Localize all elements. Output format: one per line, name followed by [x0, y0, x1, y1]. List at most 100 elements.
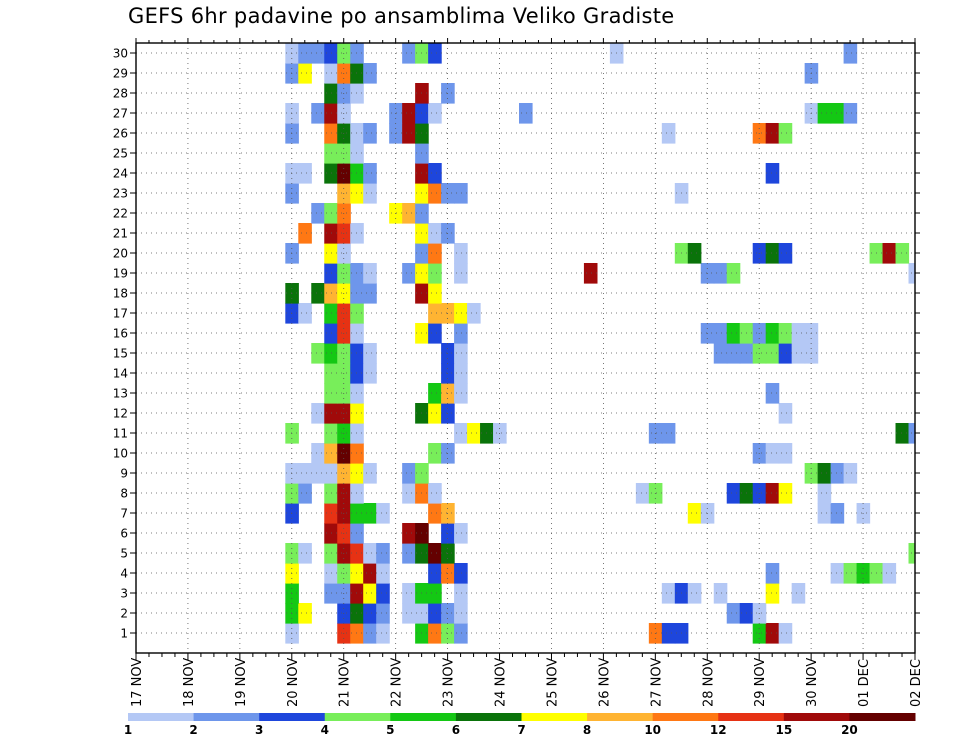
y-tick-label-9: 9	[120, 467, 128, 481]
precip-cell-member-8-step-50	[778, 483, 793, 504]
precip-cell-member-9-step-17	[350, 463, 364, 484]
precip-cell-member-9-step-55	[843, 463, 858, 484]
colorbar-swatch-6	[455, 713, 522, 721]
colorbar-label-10: 10	[644, 723, 661, 737]
precip-cell-member-23-step-18	[363, 183, 377, 204]
y-tick-label-18: 18	[113, 287, 128, 301]
precip-cell-member-4-step-54	[830, 563, 845, 584]
precip-cell-member-27-step-21	[402, 103, 416, 124]
y-tick-label-15: 15	[113, 347, 128, 361]
precip-cell-member-27-step-54	[830, 103, 845, 124]
colorbar-label-5: 5	[386, 723, 394, 737]
precip-cell-member-5-step-13	[298, 543, 312, 564]
precip-cell-member-16-step-51	[791, 323, 806, 344]
precip-cell-member-19-step-18	[363, 263, 377, 284]
precip-cell-member-8-step-53	[817, 483, 832, 504]
precip-cell-member-15-step-49	[765, 343, 780, 364]
y-tick-label-24: 24	[113, 167, 128, 181]
precip-cell-member-3-step-19	[376, 583, 390, 604]
precip-cell-member-20-step-25	[454, 243, 468, 264]
y-tick-label-2: 2	[120, 607, 128, 621]
precip-cell-member-12-step-17	[350, 403, 364, 424]
colorbar-label-4: 4	[321, 723, 329, 737]
precip-cell-member-6-step-25	[454, 523, 468, 544]
precip-cell-member-13-step-49	[765, 383, 780, 404]
x-tick-label-02-dec: 02 DEC	[909, 659, 924, 707]
y-tick-label-16: 16	[113, 327, 128, 341]
precip-cell-member-5-step-19	[376, 543, 390, 564]
colorbar-swatch-9	[652, 713, 719, 721]
precip-cell-member-10-step-23	[428, 443, 442, 464]
precip-cell-member-20-step-23	[428, 243, 442, 264]
y-tick-label-6: 6	[120, 527, 128, 541]
precip-cell-member-15-step-45	[713, 343, 728, 364]
colorbar-label-8: 8	[583, 723, 591, 737]
precip-cell-member-7-step-17	[350, 503, 364, 524]
precip-cell-member-8-step-17	[350, 483, 364, 504]
precip-cell-member-8-step-23	[428, 483, 442, 504]
precip-cell-member-23-step-17	[350, 183, 364, 204]
precip-cell-member-16-step-25	[454, 323, 468, 344]
precip-cell-member-19-step-17	[350, 263, 364, 284]
x-tick-label-28-nov: 28 NOV	[701, 658, 716, 707]
y-tick-label-8: 8	[120, 487, 128, 501]
precip-cell-member-1-step-19	[376, 623, 390, 644]
precip-cell-member-7-step-18	[363, 503, 377, 524]
colorbar-label-20: 20	[841, 723, 858, 737]
precip-cell-member-8-step-21	[402, 483, 416, 504]
precip-cell-member-22-step-21	[402, 203, 416, 224]
precip-cell-member-3-step-18	[363, 583, 377, 604]
precip-cell-member-3-step-41	[661, 583, 676, 604]
x-tick-label-30-nov: 30 NOV	[805, 658, 820, 707]
precip-cell-member-8-step-13	[298, 483, 312, 504]
precip-cell-member-16-step-23	[428, 323, 442, 344]
x-tick-label-25-nov: 25 NOV	[545, 658, 560, 707]
precip-cell-member-16-step-45	[713, 323, 728, 344]
precip-cell-member-18-step-17	[350, 283, 364, 304]
x-tick-label-17-nov: 17 NOV	[130, 658, 145, 707]
precip-cell-member-14-step-17	[350, 363, 364, 384]
precip-cell-member-2-step-25	[454, 603, 468, 624]
precip-cell-member-26-step-41	[661, 123, 676, 144]
precip-cell-member-19-step-45	[713, 263, 728, 284]
precip-cell-member-19-step-46	[726, 263, 741, 284]
precip-cell-member-24-step-49	[765, 163, 780, 184]
precip-cell-member-19-step-25	[454, 263, 468, 284]
precip-cell-member-2-step-18	[363, 603, 377, 624]
colorbar-swatch-3	[259, 713, 326, 721]
precip-cell-member-30-step-21	[402, 43, 416, 64]
precip-cell-member-12-step-14	[311, 403, 325, 424]
colorbar-swatch-10	[718, 713, 785, 721]
precip-cell-member-16-step-50	[778, 323, 793, 344]
precip-cell-member-3-step-17	[350, 583, 364, 604]
colorbar-label-6: 6	[452, 723, 460, 737]
x-tick-label-19-nov: 19 NOV	[234, 658, 249, 707]
precip-cell-member-18-step-14	[311, 283, 325, 304]
colorbar-swatch-11	[783, 713, 850, 721]
precip-cell-member-21-step-13	[298, 223, 312, 244]
precip-cell-member-9-step-13	[298, 463, 312, 484]
precip-cell-member-24-step-13	[298, 163, 312, 184]
precip-cell-member-5-step-18	[363, 543, 377, 564]
colorbar-label-3: 3	[255, 723, 263, 737]
y-tick-label-7: 7	[120, 507, 128, 521]
y-tick-label-22: 22	[113, 207, 128, 221]
precip-cell-member-27-step-14	[311, 103, 325, 124]
precip-cell-member-5-step-17	[350, 543, 364, 564]
colorbar-label-2: 2	[189, 723, 197, 737]
x-tick-label-21-nov: 21 NOV	[338, 658, 353, 707]
y-tick-label-21: 21	[113, 227, 128, 241]
precip-cell-member-18-step-18	[363, 283, 377, 304]
precip-cell-member-19-step-35	[583, 263, 598, 284]
precip-cell-member-14-step-25	[454, 363, 468, 384]
precip-cell-member-17-step-25	[454, 303, 468, 324]
precip-cell-member-30-step-14	[311, 43, 325, 64]
y-tick-label-12: 12	[113, 407, 128, 421]
colorbar-label-1: 1	[124, 723, 132, 737]
precip-cell-member-2-step-13	[298, 603, 312, 624]
precip-cell-member-11-step-41	[661, 423, 676, 444]
precip-cell-member-10-step-14	[311, 443, 325, 464]
y-tick-label-28: 28	[113, 87, 128, 101]
precip-cell-member-24-step-17	[350, 163, 364, 184]
